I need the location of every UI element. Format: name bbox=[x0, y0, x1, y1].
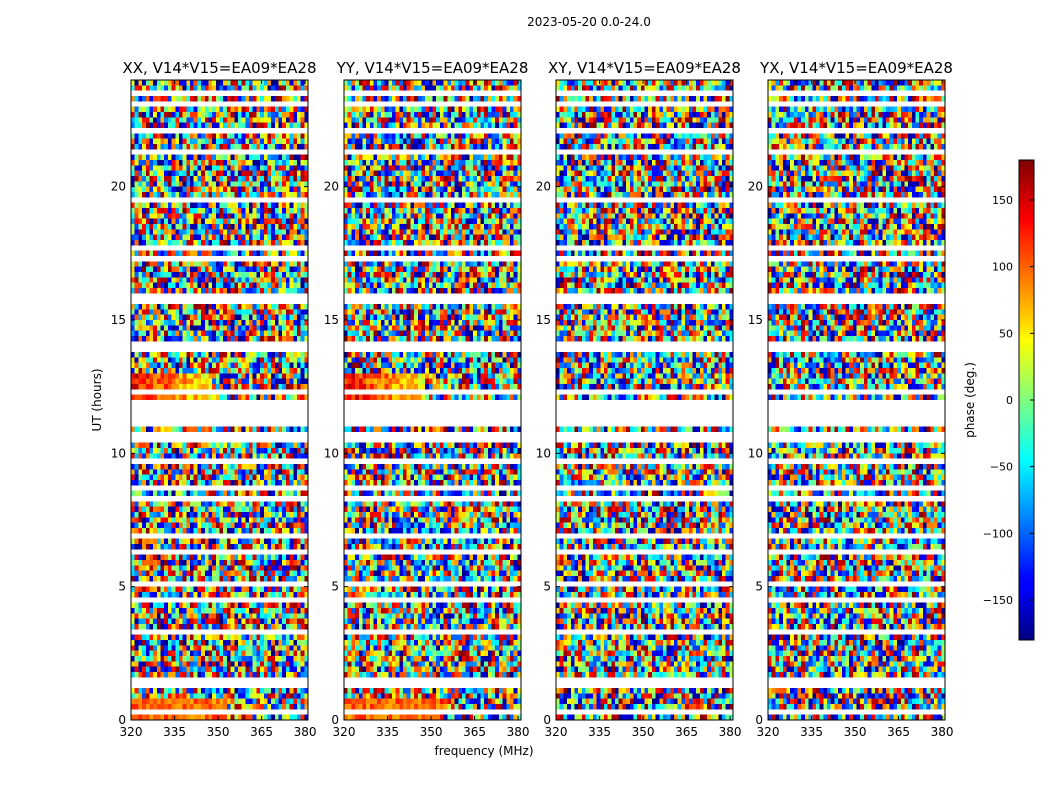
panel-4: YX, V14*V15=EA09*EA28 320 335 350 365 380 0 5 10… bbox=[748, 59, 954, 739]
y-tick-label: 10 bbox=[748, 446, 763, 460]
y-tick-label: 5 bbox=[543, 580, 551, 594]
x-tick-label: 365 bbox=[675, 725, 698, 739]
colorbar: 150 100 50 0 −50 −100 −150 phase (deg.) bbox=[963, 159, 1035, 641]
y-tick-label: 0 bbox=[755, 713, 763, 727]
y-tick-label: 15 bbox=[324, 313, 339, 327]
y-tick-label: 20 bbox=[111, 180, 126, 194]
x-tick-label: 365 bbox=[887, 725, 910, 739]
phase-raster-2 bbox=[344, 80, 521, 720]
y-tick-label: 0 bbox=[118, 713, 126, 727]
x-tick-label: 320 bbox=[545, 725, 568, 739]
x-tick-label: 380 bbox=[931, 725, 954, 739]
colorbar-tick-label: −100 bbox=[983, 527, 1013, 540]
x-tick-label: 320 bbox=[120, 725, 143, 739]
x-tick-label: 380 bbox=[719, 725, 742, 739]
y-tick-label: 20 bbox=[748, 180, 763, 194]
y-tick-label: 15 bbox=[536, 313, 551, 327]
x-tick-label: 365 bbox=[463, 725, 486, 739]
x-tick-label: 380 bbox=[294, 725, 317, 739]
x-tick-label: 320 bbox=[757, 725, 780, 739]
x-tick-label: 350 bbox=[420, 725, 443, 739]
x-tick-label: 365 bbox=[250, 725, 273, 739]
panel-title-2: YY, V14*V15=EA09*EA28 bbox=[336, 59, 529, 77]
colorbar-tick-label: 100 bbox=[992, 261, 1013, 274]
x-tick-label: 335 bbox=[163, 725, 186, 739]
y-tick-label: 5 bbox=[331, 580, 339, 594]
panel-frame bbox=[343, 79, 522, 721]
panel-title-4: YX, V14*V15=EA09*EA28 bbox=[759, 59, 953, 77]
y-tick-label: 10 bbox=[324, 446, 339, 460]
phase-raster-4 bbox=[768, 80, 945, 720]
colorbar-tick-label: −150 bbox=[983, 594, 1013, 607]
y-tick-label: 15 bbox=[111, 313, 126, 327]
panel-1: XX, V14*V15=EA09*EA28 320 335 350 365 380 0 5 10… bbox=[111, 59, 317, 739]
y-tick-label: 5 bbox=[755, 580, 763, 594]
y-tick-label: 0 bbox=[331, 713, 339, 727]
y-tick-label: 10 bbox=[536, 446, 551, 460]
y-tick-label: 20 bbox=[324, 180, 339, 194]
panel-frame bbox=[555, 79, 734, 721]
x-tick-label: 335 bbox=[376, 725, 399, 739]
panel-frame bbox=[130, 79, 309, 721]
y-tick-label: 15 bbox=[748, 313, 763, 327]
x-tick-label: 335 bbox=[588, 725, 611, 739]
x-tick-label: 380 bbox=[507, 725, 530, 739]
panel-3: XY, V14*V15=EA09*EA28 320 335 350 365 380 0 5 10… bbox=[536, 59, 742, 739]
panel-2: YY, V14*V15=EA09*EA28 320 335 350 365 380 0 5 10… bbox=[324, 59, 530, 739]
x-tick-label: 350 bbox=[632, 725, 655, 739]
panel-frame bbox=[767, 79, 946, 721]
x-tick-label: 350 bbox=[844, 725, 867, 739]
colorbar-ticks: 150 100 50 0 −50 −100 −150 bbox=[983, 194, 1034, 607]
colorbar-tick-label: 150 bbox=[992, 194, 1013, 207]
x-tick-label: 335 bbox=[800, 725, 823, 739]
colorbar-tick-label: −50 bbox=[990, 461, 1013, 474]
panel-title-3: XY, V14*V15=EA09*EA28 bbox=[548, 59, 741, 77]
panel-title-1: XX, V14*V15=EA09*EA28 bbox=[122, 59, 316, 77]
y-axis-label: UT (hours) bbox=[90, 368, 104, 431]
colorbar-tick-label: 50 bbox=[999, 327, 1013, 340]
y-tick-label: 10 bbox=[111, 446, 126, 460]
panels-group: XX, V14*V15=EA09*EA28 320 335 350 365 380 0 5 10… bbox=[111, 59, 954, 739]
phase-raster-3 bbox=[556, 80, 733, 720]
y-tick-label: 5 bbox=[118, 580, 126, 594]
x-tick-label: 320 bbox=[333, 725, 356, 739]
x-tick-label: 350 bbox=[207, 725, 230, 739]
y-tick-label: 20 bbox=[536, 180, 551, 194]
x-axis-label: frequency (MHz) bbox=[434, 744, 533, 758]
colorbar-label: phase (deg.) bbox=[963, 362, 977, 438]
y-tick-label: 0 bbox=[543, 713, 551, 727]
figure-suptitle: 2023-05-20 0.0-24.0 bbox=[527, 15, 651, 29]
phase-raster-1 bbox=[131, 80, 308, 720]
colorbar-tick-label: 0 bbox=[1006, 394, 1013, 407]
